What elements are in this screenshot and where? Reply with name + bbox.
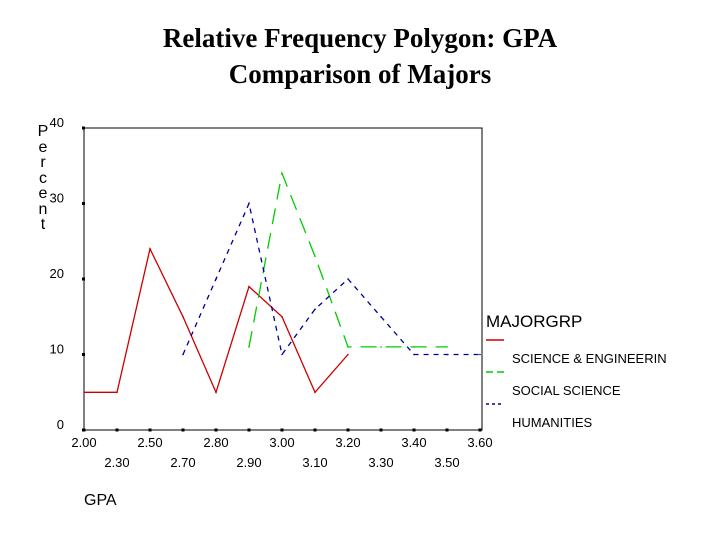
x-tick-mark [181, 428, 185, 432]
data-point [116, 391, 118, 394]
x-tick-mark [346, 428, 350, 432]
data-point [248, 285, 250, 288]
x-tick-mark [412, 428, 416, 432]
y-tick-label: 0 [57, 417, 64, 432]
data-point [347, 346, 349, 348]
data-point [413, 346, 415, 348]
x-tick-label: 3.00 [269, 435, 294, 450]
x-tick-label: 2.00 [71, 435, 96, 450]
data-point [446, 346, 448, 348]
x-tick-label: 2.30 [104, 455, 129, 470]
chart-title: Relative Frequency Polygon: GPA Comparis… [0, 20, 720, 92]
x-tick-mark [247, 428, 251, 432]
legend-title: MAJORGRP [486, 312, 582, 331]
data-point [347, 353, 349, 356]
x-tick-mark [148, 428, 152, 432]
x-tick-label: 3.20 [335, 435, 360, 450]
data-point [248, 202, 250, 205]
data-point [314, 391, 316, 394]
y-tick-label: 20 [50, 266, 64, 281]
data-point [314, 308, 316, 311]
chart-title-line-1: Relative Frequency Polygon: GPA [162, 23, 558, 53]
data-point [248, 346, 250, 348]
series-line-2 [182, 201, 480, 357]
y-axis-label-letter: c [39, 169, 47, 187]
data-point [314, 255, 316, 258]
x-tick-mark [214, 428, 218, 432]
data-point [446, 353, 448, 356]
data-point [182, 353, 184, 356]
data-point [281, 315, 283, 318]
y-axis-label-letter: t [40, 216, 46, 233]
series-line-1 [248, 170, 447, 348]
legend-label: SOCIAL SCIENCE [512, 383, 621, 398]
data-point [281, 353, 283, 356]
x-tick-mark [379, 428, 383, 432]
y-tick-mark [82, 126, 85, 130]
x-tick-mark [313, 428, 317, 432]
data-point [380, 346, 382, 348]
data-point [347, 278, 349, 280]
y-tick-label: 10 [50, 342, 64, 357]
x-tick-mark [478, 428, 482, 432]
chart-title-line-2: Comparison of Majors [228, 59, 492, 89]
x-tick-mark [280, 428, 284, 432]
x-tick-label: 2.80 [203, 435, 228, 450]
y-axis-label-letter: e [38, 138, 48, 156]
x-tick-label: 2.90 [236, 455, 261, 470]
series-line-0 [84, 246, 349, 395]
data-point [380, 315, 382, 318]
legend-label: HUMANITIES [512, 415, 593, 430]
y-tick-label: 30 [50, 191, 64, 206]
y-tick-mark [82, 277, 85, 281]
x-tick-label: 2.50 [137, 435, 162, 450]
y-tick-mark [82, 202, 85, 205]
data-point [215, 391, 217, 394]
data-point [182, 315, 184, 318]
data-point [479, 353, 481, 356]
y-axis-label-letter: P [37, 123, 49, 140]
x-tick-label: 3.30 [368, 455, 393, 470]
data-point [149, 248, 151, 250]
x-tick-label: 2.70 [170, 455, 195, 470]
y-axis-label-letter: e [38, 185, 48, 202]
x-tick-mark [82, 428, 86, 432]
x-tick-label: 3.50 [434, 455, 459, 470]
y-tick-label: 40 [50, 115, 64, 130]
legend-label: SCIENCE & ENGINEERIN [512, 351, 667, 366]
data-point [281, 172, 283, 175]
y-tick-mark [82, 353, 85, 356]
x-tick-label: 3.60 [467, 435, 492, 450]
y-axis-label-letter: r [40, 154, 46, 171]
x-tick-mark [115, 428, 119, 432]
x-tick-label: 3.40 [401, 435, 426, 450]
data-point [413, 353, 415, 356]
y-axis-label-letter: n [38, 200, 48, 218]
x-tick-mark [445, 428, 449, 432]
x-tick-label: 3.10 [302, 455, 327, 470]
data-point [83, 391, 85, 394]
data-point [215, 278, 217, 280]
x-axis-label: GPA [84, 492, 117, 509]
